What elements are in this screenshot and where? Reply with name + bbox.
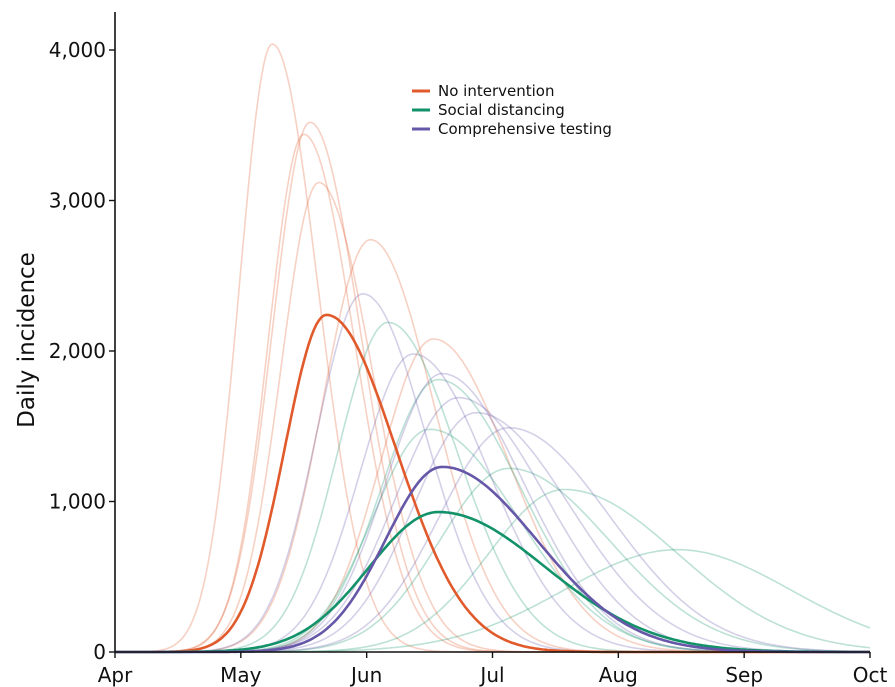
y-tick-label: 2,000 [49,339,106,363]
x-tick-label: May [220,663,262,687]
legend-label: Social distancing [438,101,565,119]
y-tick-label: 4,000 [49,38,106,62]
x-ticks: Apr May Jun Jul Aug Sep Oct [98,652,888,687]
x-tick-label: Aug [599,663,638,687]
y-tick-label: 1,000 [49,490,106,514]
faint-line-comprehensive-testing-16 [115,411,870,653]
faint-line-social-distancing-8 [115,428,870,653]
faint-line-no-intervention-5 [115,338,870,653]
x-tick-label: Oct [853,663,888,687]
faint-line-no-intervention-3 [115,181,870,653]
y-axis-title: Daily incidence [14,252,40,428]
x-tick-label: Jun [349,663,382,687]
x-tick-label: Sep [725,663,763,687]
axes-layer: Apr May Jun Jul Aug Sep Oct 0 1,000 2,000 3,000 4,… [14,12,887,687]
faint-line-social-distancing-10 [115,488,871,653]
y-tick-label: 0 [93,640,106,664]
y-tick-label: 3,000 [49,189,106,213]
y-ticks: 0 1,000 2,000 3,000 4,000 [49,38,115,664]
faint-line-no-intervention-2 [115,133,870,653]
x-tick-label: Jul [478,663,504,687]
faint-line-comprehensive-testing-17 [115,426,870,653]
faint-line-no-intervention-4 [115,238,870,653]
legend-label: Comprehensive testing [438,120,612,138]
x-tick-label: Apr [98,663,133,687]
legend-label: No intervention [438,82,554,100]
